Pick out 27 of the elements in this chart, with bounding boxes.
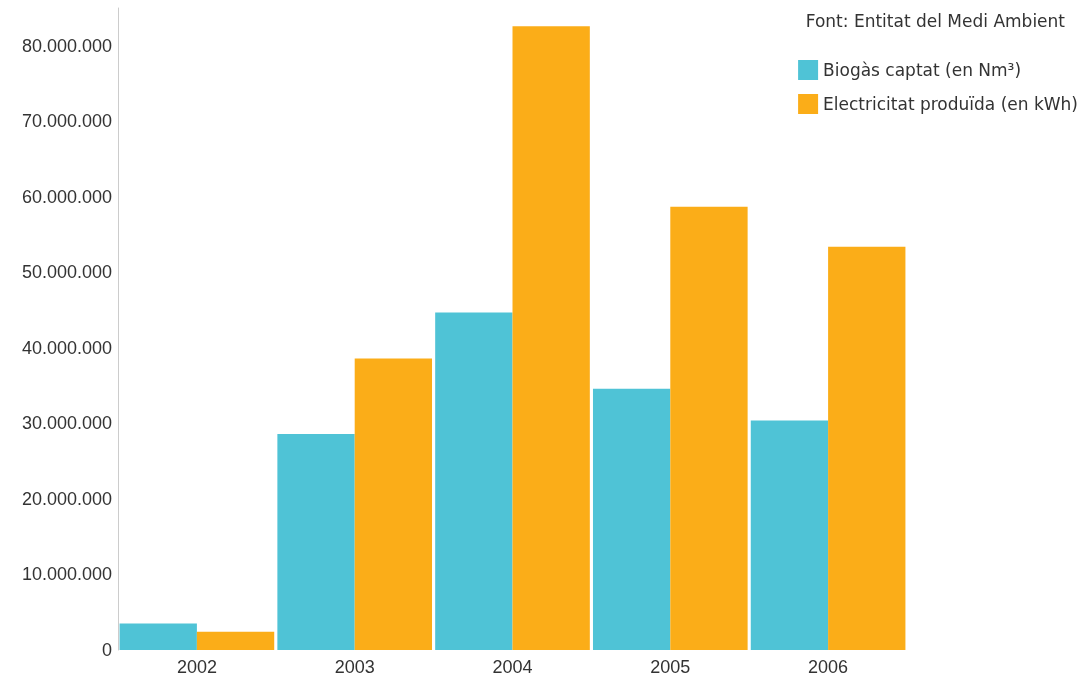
bar — [512, 26, 590, 650]
x-tick-label: 2003 — [334, 657, 375, 676]
bar — [277, 433, 355, 650]
bar — [592, 388, 671, 650]
y-tick-label: 60.000.000 — [21, 186, 112, 207]
y-tick-label: 0 — [101, 640, 112, 660]
x-tick-label: 2006 — [808, 657, 849, 676]
y-tick-label: 70.000.000 — [21, 111, 112, 132]
bar — [435, 312, 513, 650]
annotation: Font: Entitat del Medi Ambient — [805, 10, 1066, 31]
legend-label: Electricitat produïda (en kWh) — [823, 94, 1079, 114]
bar — [750, 420, 829, 650]
bar — [828, 246, 906, 650]
bar — [354, 358, 433, 650]
bar — [119, 623, 197, 650]
legend-label: Biogàs captat (en Nm³) — [823, 60, 1022, 80]
x-tick-label: 2002 — [176, 657, 217, 676]
bar — [670, 206, 748, 650]
y-tick-label: 40.000.000 — [21, 337, 112, 358]
y-tick-label: 80.000.000 — [21, 35, 112, 56]
bar — [196, 631, 275, 650]
x-tick-label: 2004 — [492, 657, 533, 676]
y-tick-label: 10.000.000 — [21, 564, 112, 585]
y-tick-label: 50.000.000 — [21, 262, 112, 283]
x-tick-label: 2005 — [650, 657, 691, 676]
y-tick-label: 20.000.000 — [21, 488, 112, 509]
y-tick-label: 30.000.000 — [21, 413, 112, 434]
